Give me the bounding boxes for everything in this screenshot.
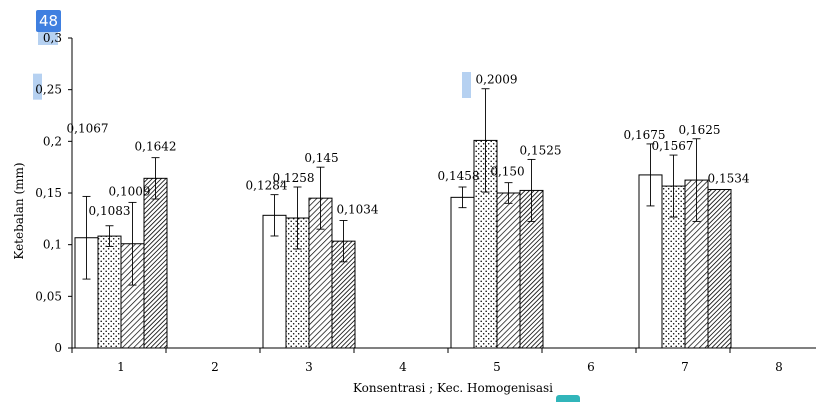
x-tick-label: 8: [775, 360, 783, 374]
y-tick-label: 0,3: [43, 31, 62, 45]
label-highlight: [462, 72, 471, 98]
data-label: 0,1009: [109, 184, 151, 198]
data-label: 0,1675: [624, 128, 666, 142]
x-tick-label: 1: [117, 360, 125, 374]
data-label: 0,1567: [652, 139, 694, 153]
x-tick-label: 7: [681, 360, 689, 374]
corner-badge: [556, 395, 580, 402]
x-tick-label: 3: [305, 360, 313, 374]
x-tick-label: 2: [211, 360, 219, 374]
tick-highlight: [38, 30, 58, 45]
bar: [450, 196, 475, 349]
bar: [97, 235, 122, 349]
x-axis-title: Konsentrasi ; Kec. Homogenisasi: [353, 381, 553, 395]
page-number-badge: 48: [36, 10, 61, 32]
data-label: 0,1534: [708, 171, 750, 185]
y-tick-label: 0: [54, 341, 62, 355]
data-label: 0,145: [304, 151, 338, 165]
data-label: 0,1642: [135, 140, 177, 154]
y-axis-title: Ketebalan (mm): [12, 162, 26, 259]
bar: [143, 177, 168, 349]
data-label: 0,1067: [67, 121, 109, 135]
x-tick-label: 5: [493, 360, 501, 374]
data-label: 0,1284: [246, 179, 288, 193]
data-label: 0,1625: [679, 123, 721, 137]
x-tick-label: 4: [399, 360, 407, 374]
y-tick-label: 0,25: [35, 83, 62, 97]
tick-highlight: [33, 73, 42, 100]
bar: [496, 192, 521, 349]
y-tick-label: 0,05: [35, 289, 62, 303]
bar: [707, 188, 732, 349]
y-tick-label: 0,15: [35, 186, 62, 200]
data-label: 0,2009: [476, 73, 518, 87]
x-tick-label: 6: [587, 360, 595, 374]
data-label: 0,1034: [337, 202, 379, 216]
data-label: 0,150: [490, 165, 524, 179]
data-label: 0,1458: [438, 169, 480, 183]
y-tick-label: 0,2: [43, 134, 62, 148]
data-label: 0,1083: [89, 204, 131, 218]
data-label: 0,1258: [273, 171, 315, 185]
y-tick-label: 0,1: [43, 238, 62, 252]
data-label: 0,1525: [520, 143, 562, 157]
